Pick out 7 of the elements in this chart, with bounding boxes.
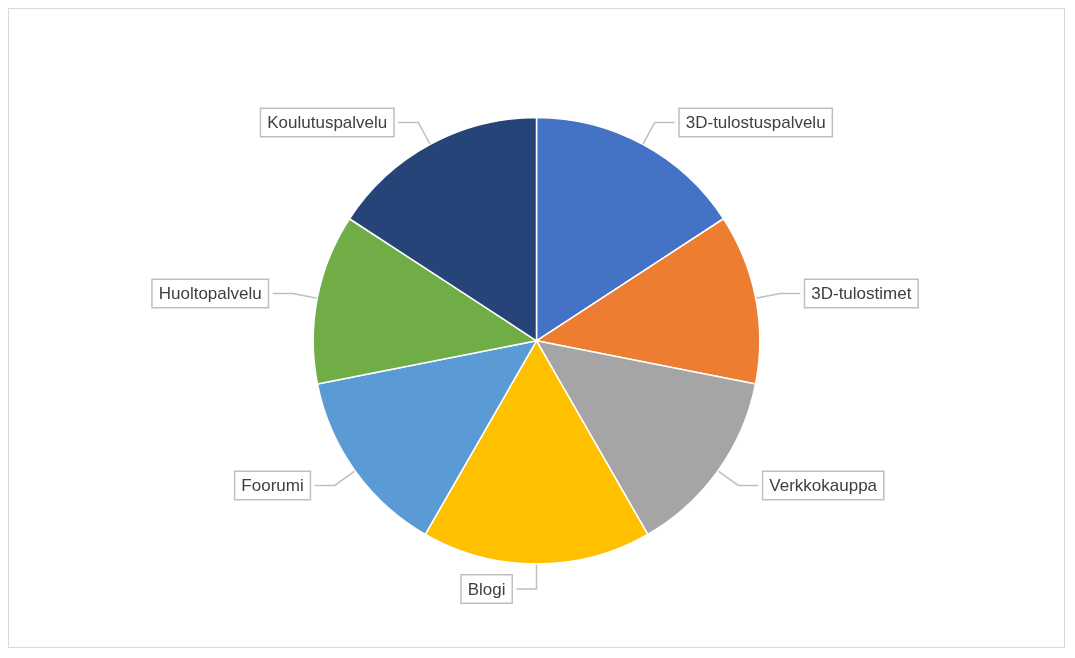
slice-label: Koulutuspalvelu — [267, 112, 388, 132]
slice-label: 3D-tulostimet — [811, 283, 912, 303]
slice-label: Huoltopalvelu — [158, 283, 262, 303]
slice-label: Verkkokauppa — [769, 475, 878, 495]
slice-label: Foorumi — [241, 475, 304, 495]
slice-label: Blogi — [467, 579, 506, 599]
slice-label: 3D-tulostuspalvelu — [685, 112, 826, 132]
